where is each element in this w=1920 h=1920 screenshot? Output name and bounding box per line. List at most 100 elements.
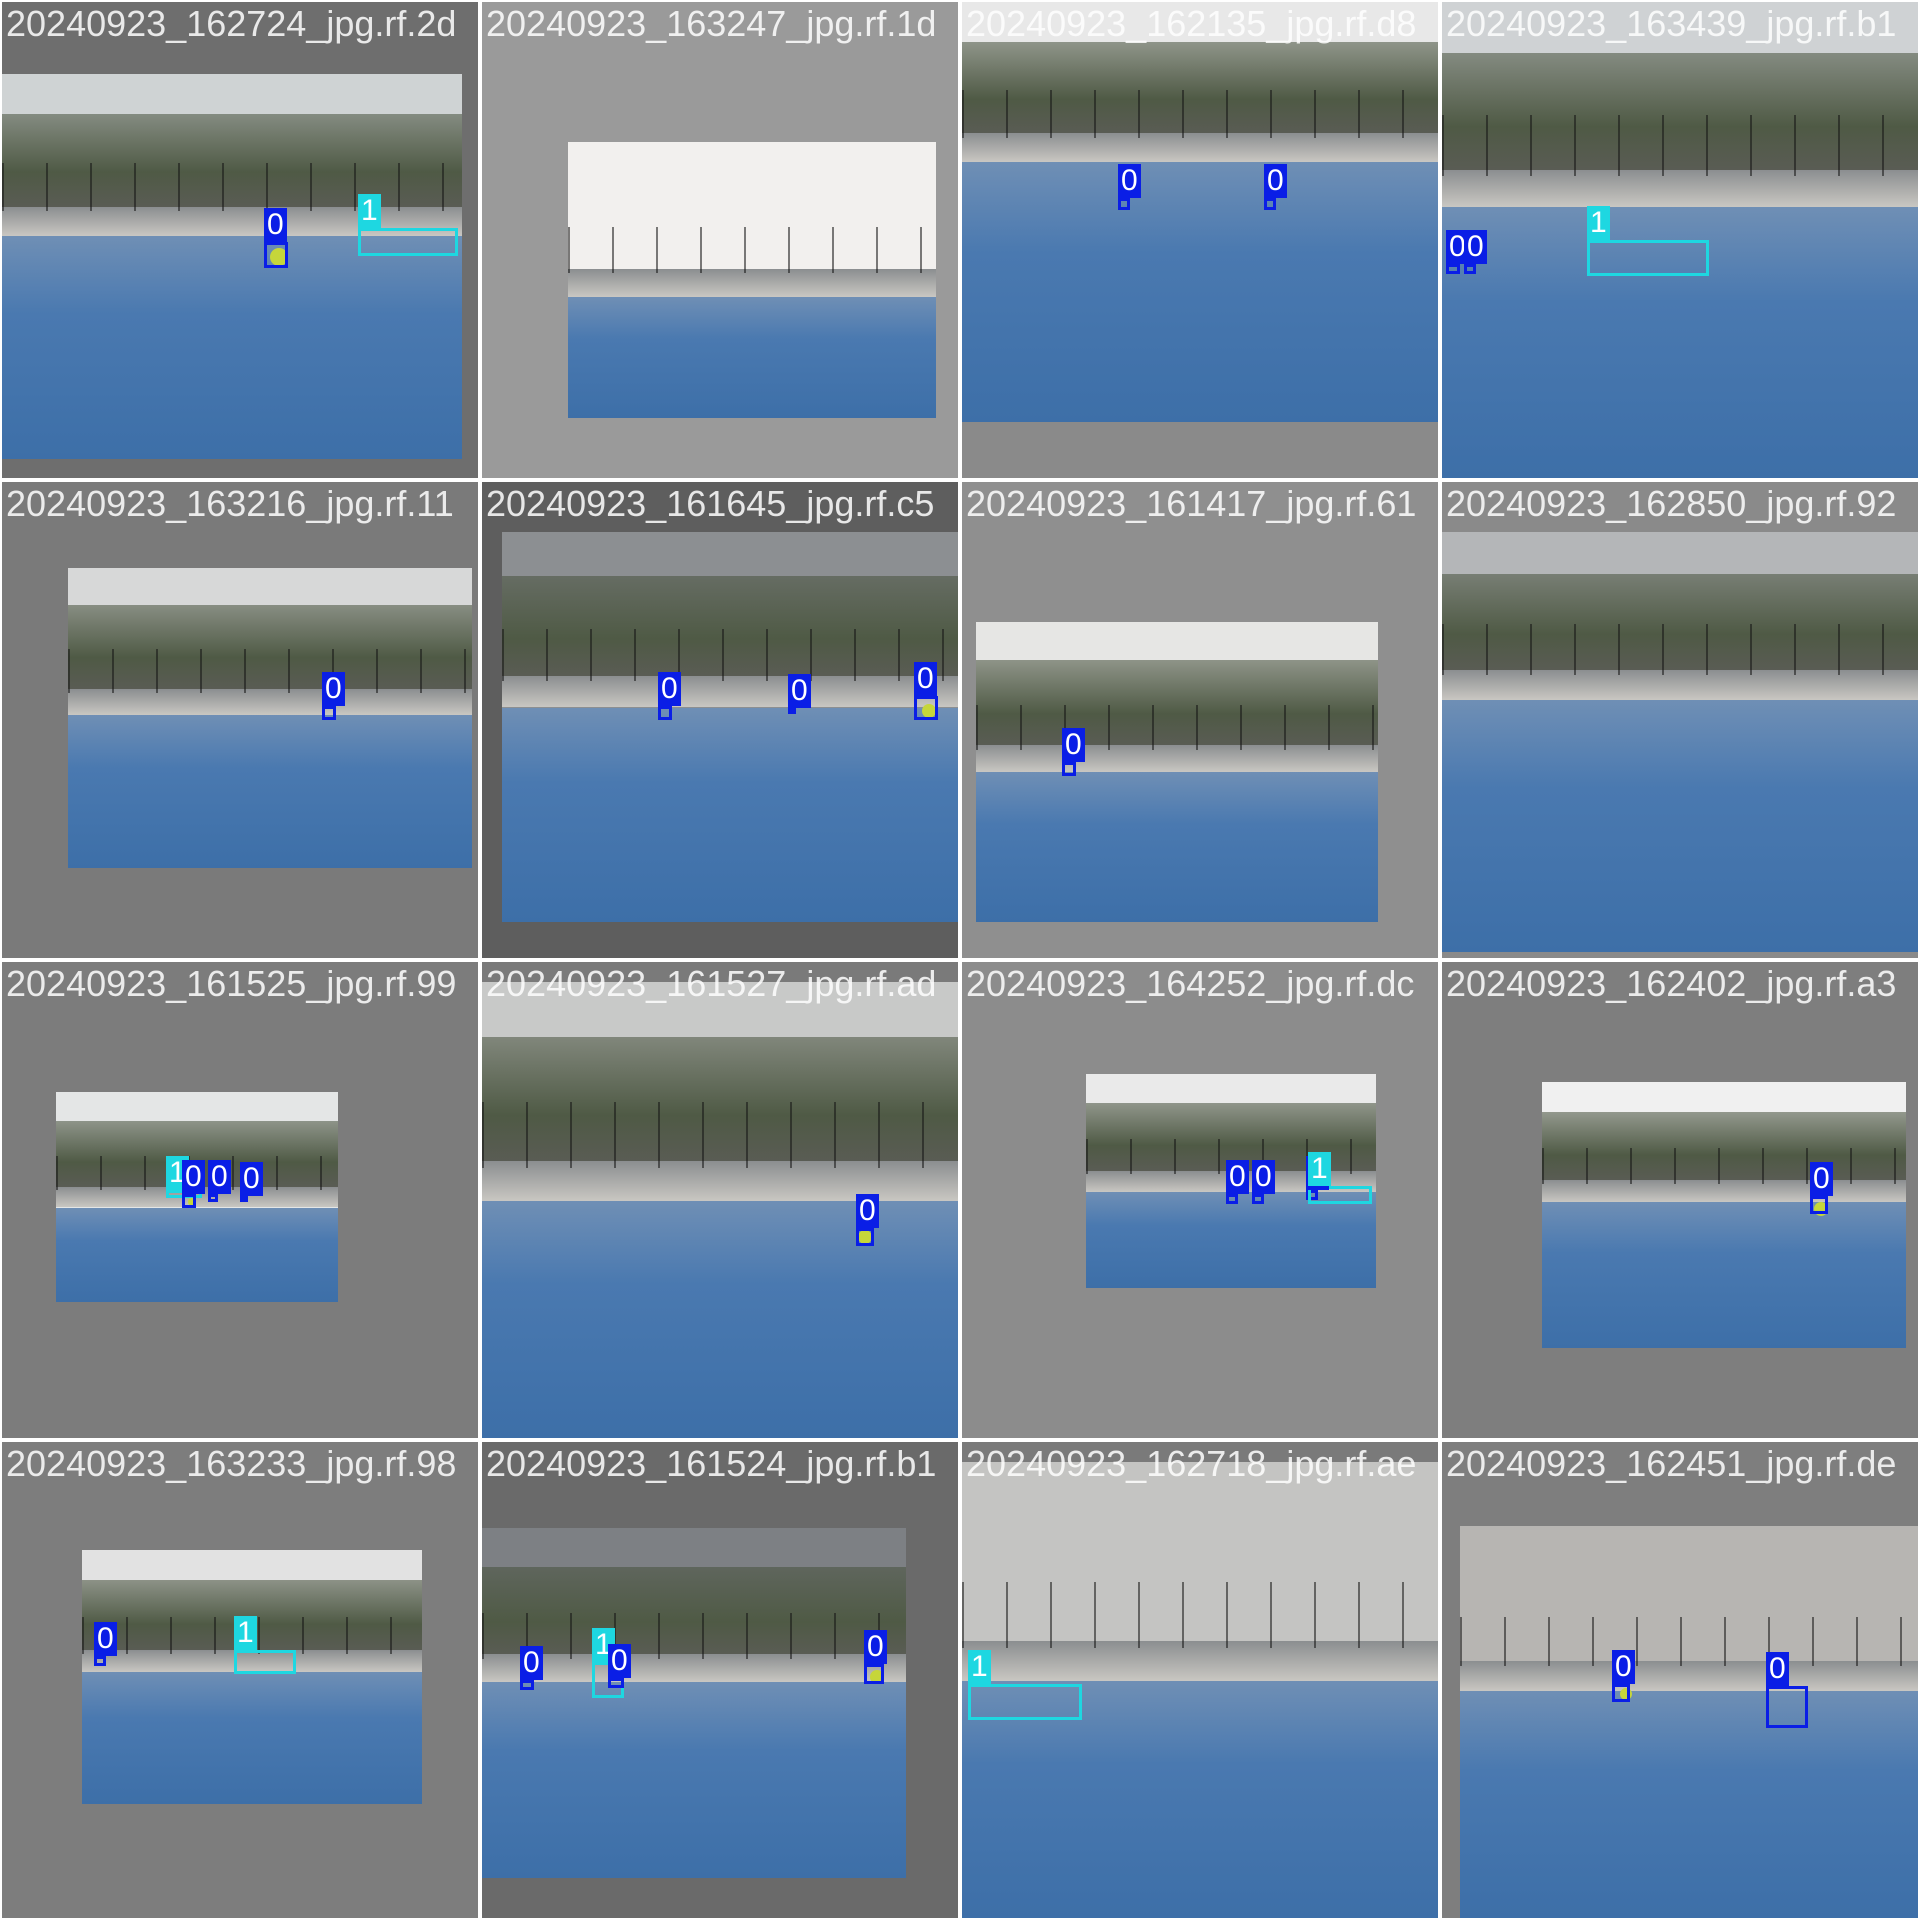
class-0-bounding-box xyxy=(788,708,796,714)
class-1-bounding-box xyxy=(234,1650,296,1674)
mosaic-tile: 20240923_162451_jpg.rf.de 0 0 xyxy=(1442,1442,1918,1918)
court-surface xyxy=(1442,700,1918,952)
tile-caption: 20240923_164252_jpg.rf.dc xyxy=(966,963,1415,1004)
box-class-label: 0 xyxy=(608,1644,631,1678)
box-class-label: 1 xyxy=(234,1616,257,1650)
court-surface xyxy=(482,1682,906,1878)
fence-line xyxy=(482,1612,906,1659)
tile-caption: 20240923_161525_jpg.rf.99 xyxy=(6,963,457,1004)
court-photo xyxy=(962,1462,1438,1918)
box-class-label: 0 xyxy=(1118,164,1141,198)
mosaic-tile: 20240923_162850_jpg.rf.92 xyxy=(1442,482,1918,958)
class-0-bounding-box xyxy=(856,1228,874,1246)
fence-line xyxy=(1460,1616,1918,1666)
fence-line xyxy=(482,1102,958,1169)
box-class-label: 0 xyxy=(1766,1652,1789,1686)
court-surface xyxy=(1442,206,1918,478)
mosaic-tile: 20240923_163439_jpg.rf.b1 1 0 0 xyxy=(1442,2,1918,478)
fence-line xyxy=(962,1582,1438,1649)
box-class-label: 0 xyxy=(1062,728,1085,762)
tennis-ball xyxy=(870,1670,884,1684)
court-photo xyxy=(568,142,936,418)
box-class-label: 0 xyxy=(856,1194,879,1228)
court-surface xyxy=(1542,1201,1906,1348)
box-class-label: 0 xyxy=(240,1162,263,1196)
tile-caption: 20240923_161645_jpg.rf.c5 xyxy=(486,483,935,524)
mosaic-tile: 20240923_161645_jpg.rf.c5 0 0 0 xyxy=(482,482,958,958)
court-wall xyxy=(976,745,1378,772)
box-class-label: 0 xyxy=(1226,1160,1249,1194)
tile-caption: 20240923_163216_jpg.rf.11 xyxy=(6,483,454,524)
class-1-bounding-box xyxy=(358,228,458,256)
court-surface xyxy=(1460,1690,1918,1918)
fence-line xyxy=(568,227,936,274)
box-class-label: 0 xyxy=(264,208,287,242)
class-0-bounding-box xyxy=(520,1680,534,1690)
tennis-ball xyxy=(922,704,936,718)
class-0-bounding-box xyxy=(182,1194,196,1208)
box-class-label: 0 xyxy=(1446,230,1469,264)
tile-caption: 20240923_163233_jpg.rf.98 xyxy=(6,1443,457,1484)
box-class-label: 0 xyxy=(208,1160,231,1194)
court-wall xyxy=(568,268,936,297)
tile-caption: 20240923_162850_jpg.rf.92 xyxy=(1446,483,1897,524)
mosaic-tile: 20240923_161525_jpg.rf.99 1 0 0 0 xyxy=(2,962,478,1438)
tile-caption: 20240923_162402_jpg.rf.a3 xyxy=(1446,963,1897,1004)
court-surface xyxy=(962,161,1438,422)
class-0-bounding-box xyxy=(1118,198,1130,210)
box-class-label: 0 xyxy=(1810,1162,1833,1196)
fence-line xyxy=(68,648,472,693)
court-photo xyxy=(482,1528,906,1878)
class-0-bounding-box xyxy=(658,706,672,720)
court-wall xyxy=(1460,1661,1918,1691)
fence-line xyxy=(502,628,958,682)
court-wall xyxy=(962,132,1438,162)
court-wall xyxy=(1442,169,1918,207)
court-wall xyxy=(482,1654,906,1682)
court-photo xyxy=(1542,1082,1906,1348)
tennis-ball xyxy=(188,1198,196,1206)
court-photo xyxy=(68,568,472,868)
mosaic-tile: 20240923_161417_jpg.rf.61 0 xyxy=(962,482,1438,958)
class-0-bounding-box xyxy=(914,696,938,720)
box-class-label: 0 xyxy=(94,1622,117,1656)
box-class-label: 0 xyxy=(520,1646,543,1680)
court-surface xyxy=(82,1671,422,1804)
tile-caption: 20240923_163439_jpg.rf.b1 xyxy=(1446,3,1897,44)
box-class-label: 0 xyxy=(914,662,937,696)
class-0-bounding-box xyxy=(1264,198,1276,210)
fence-line xyxy=(962,89,1438,138)
tile-caption: 20240923_163247_jpg.rf.1d xyxy=(486,3,937,44)
court-surface xyxy=(482,1200,958,1438)
box-class-label: 0 xyxy=(1612,1650,1635,1684)
box-class-label: 0 xyxy=(864,1630,887,1664)
court-wall xyxy=(68,688,472,715)
class-0-bounding-box xyxy=(608,1678,624,1688)
tile-caption: 20240923_162718_jpg.rf.ae xyxy=(966,1443,1417,1484)
court-surface xyxy=(68,715,472,868)
mosaic-tile: 20240923_164252_jpg.rf.dc0001 xyxy=(962,962,1438,1438)
mosaic-tile: 20240923_162135_jpg.rf.d8 0 0 xyxy=(962,2,1438,478)
mosaic-tile: 20240923_162718_jpg.rf.ae 1 xyxy=(962,1442,1438,1918)
class-0-bounding-box xyxy=(1252,1194,1264,1204)
tile-caption: 20240923_162724_jpg.rf.2d xyxy=(6,3,457,44)
court-photo xyxy=(482,982,958,1438)
mosaic-tile: 20240923_162402_jpg.rf.a3 0 xyxy=(1442,962,1918,1438)
court-wall xyxy=(502,675,958,708)
tile-caption: 20240923_161527_jpg.rf.ad xyxy=(486,963,937,1004)
court-photo xyxy=(82,1550,422,1804)
court-photo xyxy=(1442,532,1918,952)
mosaic-tile: 20240923_163247_jpg.rf.1d xyxy=(482,2,958,478)
court-surface xyxy=(962,1680,1438,1918)
fence-line xyxy=(976,704,1378,750)
class-0-bounding-box xyxy=(1810,1196,1828,1214)
tile-caption: 20240923_161524_jpg.rf.b1 xyxy=(486,1443,937,1484)
class-0-bounding-box xyxy=(240,1196,248,1202)
mosaic-tile: 20240923_162724_jpg.rf.2d 0 1 xyxy=(2,2,478,478)
tile-caption: 20240923_161417_jpg.rf.61 xyxy=(966,483,1417,524)
tennis-ball xyxy=(858,1230,872,1244)
mosaic-tile: 20240923_161527_jpg.rf.ad 0 xyxy=(482,962,958,1438)
fence-line xyxy=(1442,624,1918,675)
tennis-ball xyxy=(270,248,288,266)
